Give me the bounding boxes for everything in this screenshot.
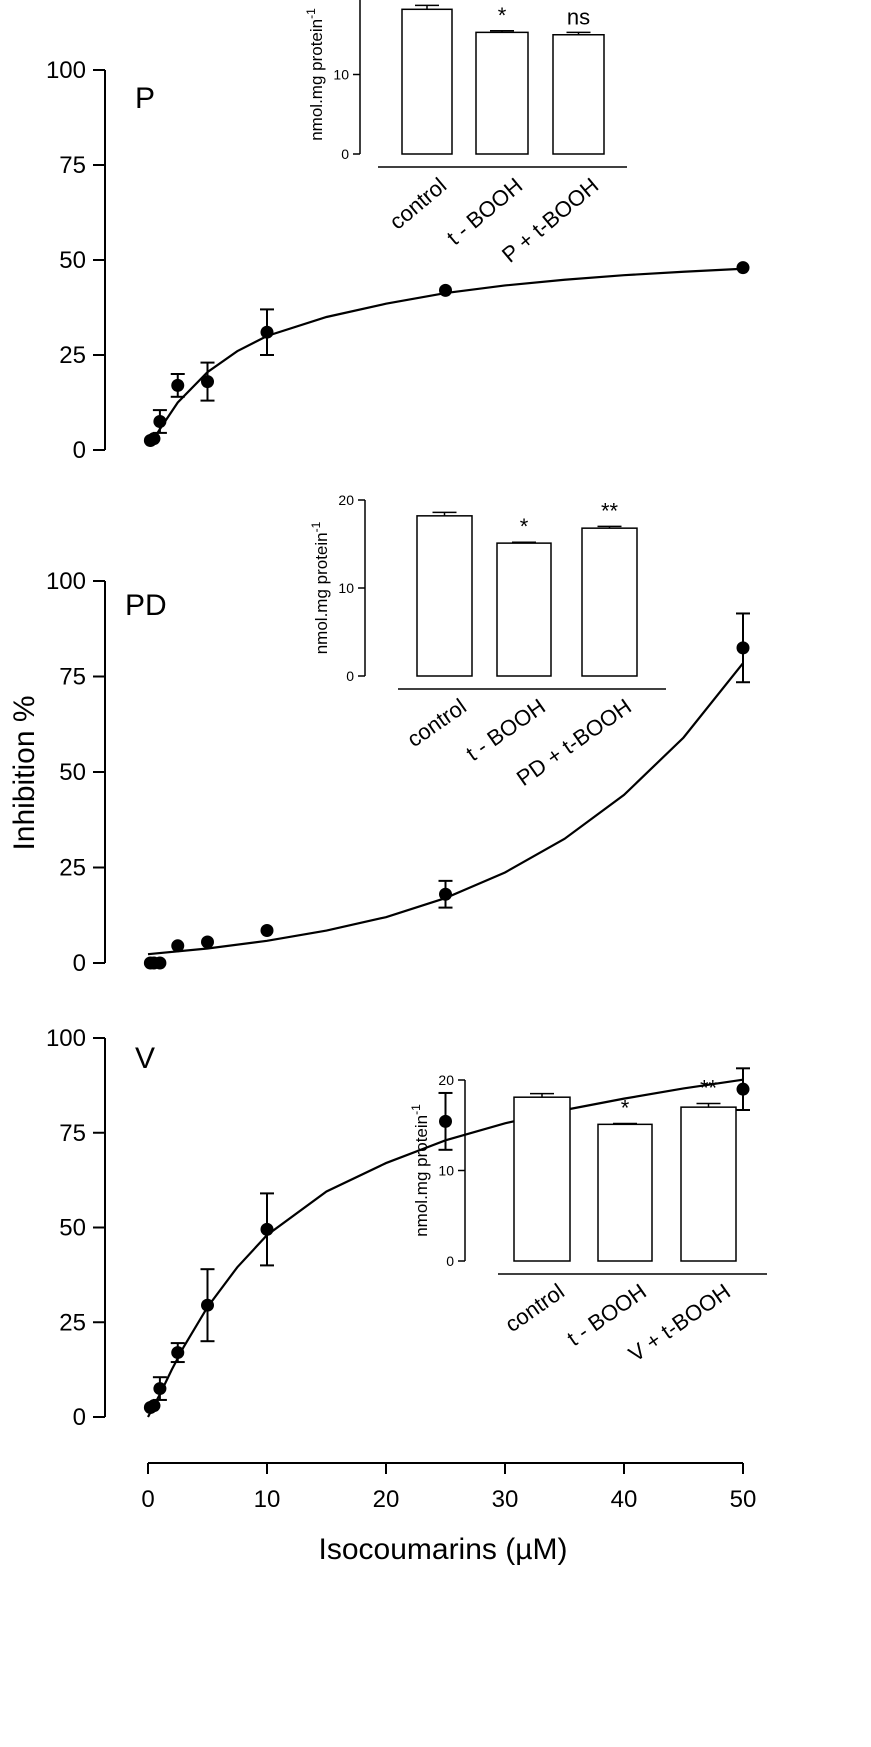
panel-p: 0 25 50 75 100 P 0 10 20 nmol.mg protein-1 control… [46,0,750,464]
y-tick-label: 100 [46,1025,86,1052]
y-tick-label: 100 [46,568,86,595]
inset-y-label-exponent: -1 [409,1104,423,1115]
inset-bar [552,34,605,155]
inset-y-label: nmol.mg protein-1 [409,1104,431,1237]
inset-significance-label: ** [700,1076,718,1101]
x-tick-label: 30 [492,1486,519,1513]
inset-bar [513,1096,571,1262]
inset-bar [680,1106,737,1262]
panel-label: P [135,82,155,115]
inset-significance-label: ** [601,498,619,523]
inset-y-tick-label: 10 [438,1163,454,1179]
data-point [260,924,274,938]
data-point [153,415,167,428]
data-point [736,261,750,275]
inset-bar [581,527,638,677]
inset-y-tick-label: 10 [338,580,354,596]
panel-pd: 0 25 50 75 100 PD 0 10 20 nmol.mg protein-1 contro… [46,492,750,977]
x-tick-label: 40 [611,1486,638,1513]
x-tick-label: 10 [254,1486,281,1513]
inset-y-tick-label: 0 [446,1253,454,1269]
data-point [147,432,161,446]
y-tick-label: 0 [73,1404,86,1431]
inset-bar [496,542,552,677]
inset-y-tick-label: 10 [333,67,349,83]
inset-y-tick-label: 20 [438,1072,454,1088]
data-point [171,1346,185,1360]
inset-significance-label: * [520,514,529,539]
panel-v: 0 25 50 75 100 V 0 10 20 nmol.mg protein-1 control… [46,1025,767,1431]
x-tick-label: 50 [730,1486,757,1513]
data-point [171,939,185,953]
y-tick-label: 50 [59,247,86,274]
inset-category-label: control [402,694,470,752]
panel-label: PD [125,589,167,622]
y-tick-label: 0 [73,437,86,464]
y-tick-label: 75 [59,1120,86,1147]
x-tick-label: 0 [141,1486,154,1513]
data-point [147,1399,161,1413]
data-point [439,1114,452,1128]
y-tick-label: 75 [59,664,86,691]
data-point [439,283,452,297]
inset-y-tick-label: 0 [341,146,349,162]
y-tick-label: 25 [59,855,86,882]
inset-y-label: nmol.mg protein-1 [309,521,331,654]
data-point [439,887,452,901]
inset-category-label: control [385,173,452,235]
y-tick-label: 100 [46,57,86,84]
inset-significance-label: ns [567,4,590,29]
inset-significance-label: * [621,1095,630,1120]
data-point [260,325,274,339]
inset-bar [401,8,453,155]
y-tick-label: 25 [59,342,86,369]
inset-significance-label: * [498,3,507,28]
y-axis-title: Inhibition % [8,695,41,850]
x-axis-title: Isocoumarins (µM) [319,1533,568,1566]
inset-y-label-exponent: -1 [304,8,318,19]
data-point [736,641,750,655]
panel-label: V [135,1042,155,1075]
inset-y-tick-label: 20 [333,0,349,3]
data-point [736,1082,750,1096]
data-point [201,935,214,949]
data-point [171,378,185,392]
y-tick-label: 0 [73,950,86,977]
inset-category-label: control [500,1279,568,1337]
inset-y-tick-label: 0 [346,668,354,684]
inset-y-tick-label: 20 [338,492,354,508]
data-point [201,375,214,389]
inset-bar [475,31,529,155]
y-tick-label: 50 [59,1215,86,1242]
data-point [153,1382,167,1396]
y-tick-label: 25 [59,1309,86,1336]
data-point [201,1298,214,1312]
inset-y-label-exponent: -1 [309,521,323,532]
inset-bar [597,1123,653,1262]
y-tick-label: 75 [59,152,86,179]
x-tick-label: 20 [373,1486,400,1513]
data-point [260,1222,274,1236]
y-tick-label: 50 [59,759,86,786]
data-point [153,956,167,970]
inset-bar [416,515,473,677]
inset-y-label: nmol.mg protein-1 [304,8,326,141]
